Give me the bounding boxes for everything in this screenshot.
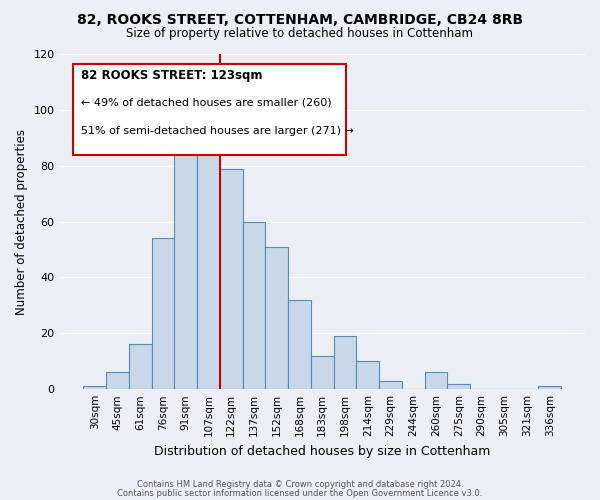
Text: ← 49% of detached houses are smaller (260): ← 49% of detached houses are smaller (26…: [80, 98, 331, 108]
Bar: [288, 300, 311, 389]
Text: 82 ROOKS STREET: 123sqm: 82 ROOKS STREET: 123sqm: [80, 69, 262, 82]
Bar: [425, 372, 448, 389]
Text: Contains public sector information licensed under the Open Government Licence v3: Contains public sector information licen…: [118, 488, 482, 498]
Bar: [448, 384, 470, 389]
Bar: [379, 381, 402, 389]
Text: 51% of semi-detached houses are larger (271) →: 51% of semi-detached houses are larger (…: [80, 126, 353, 136]
Bar: [356, 361, 379, 389]
Bar: [152, 238, 175, 389]
Text: Size of property relative to detached houses in Cottenham: Size of property relative to detached ho…: [127, 28, 473, 40]
Bar: [175, 149, 197, 389]
Bar: [106, 372, 129, 389]
Bar: [265, 246, 288, 389]
Text: Contains HM Land Registry data © Crown copyright and database right 2024.: Contains HM Land Registry data © Crown c…: [137, 480, 463, 489]
Bar: [129, 344, 152, 389]
Bar: [311, 356, 334, 389]
Bar: [197, 118, 220, 389]
Bar: [334, 336, 356, 389]
Bar: [242, 222, 265, 389]
Bar: [83, 386, 106, 389]
FancyBboxPatch shape: [73, 64, 346, 154]
Bar: [220, 168, 242, 389]
Bar: [538, 386, 561, 389]
X-axis label: Distribution of detached houses by size in Cottenham: Distribution of detached houses by size …: [154, 444, 490, 458]
Text: 82, ROOKS STREET, COTTENHAM, CAMBRIDGE, CB24 8RB: 82, ROOKS STREET, COTTENHAM, CAMBRIDGE, …: [77, 12, 523, 26]
Y-axis label: Number of detached properties: Number of detached properties: [15, 128, 28, 314]
